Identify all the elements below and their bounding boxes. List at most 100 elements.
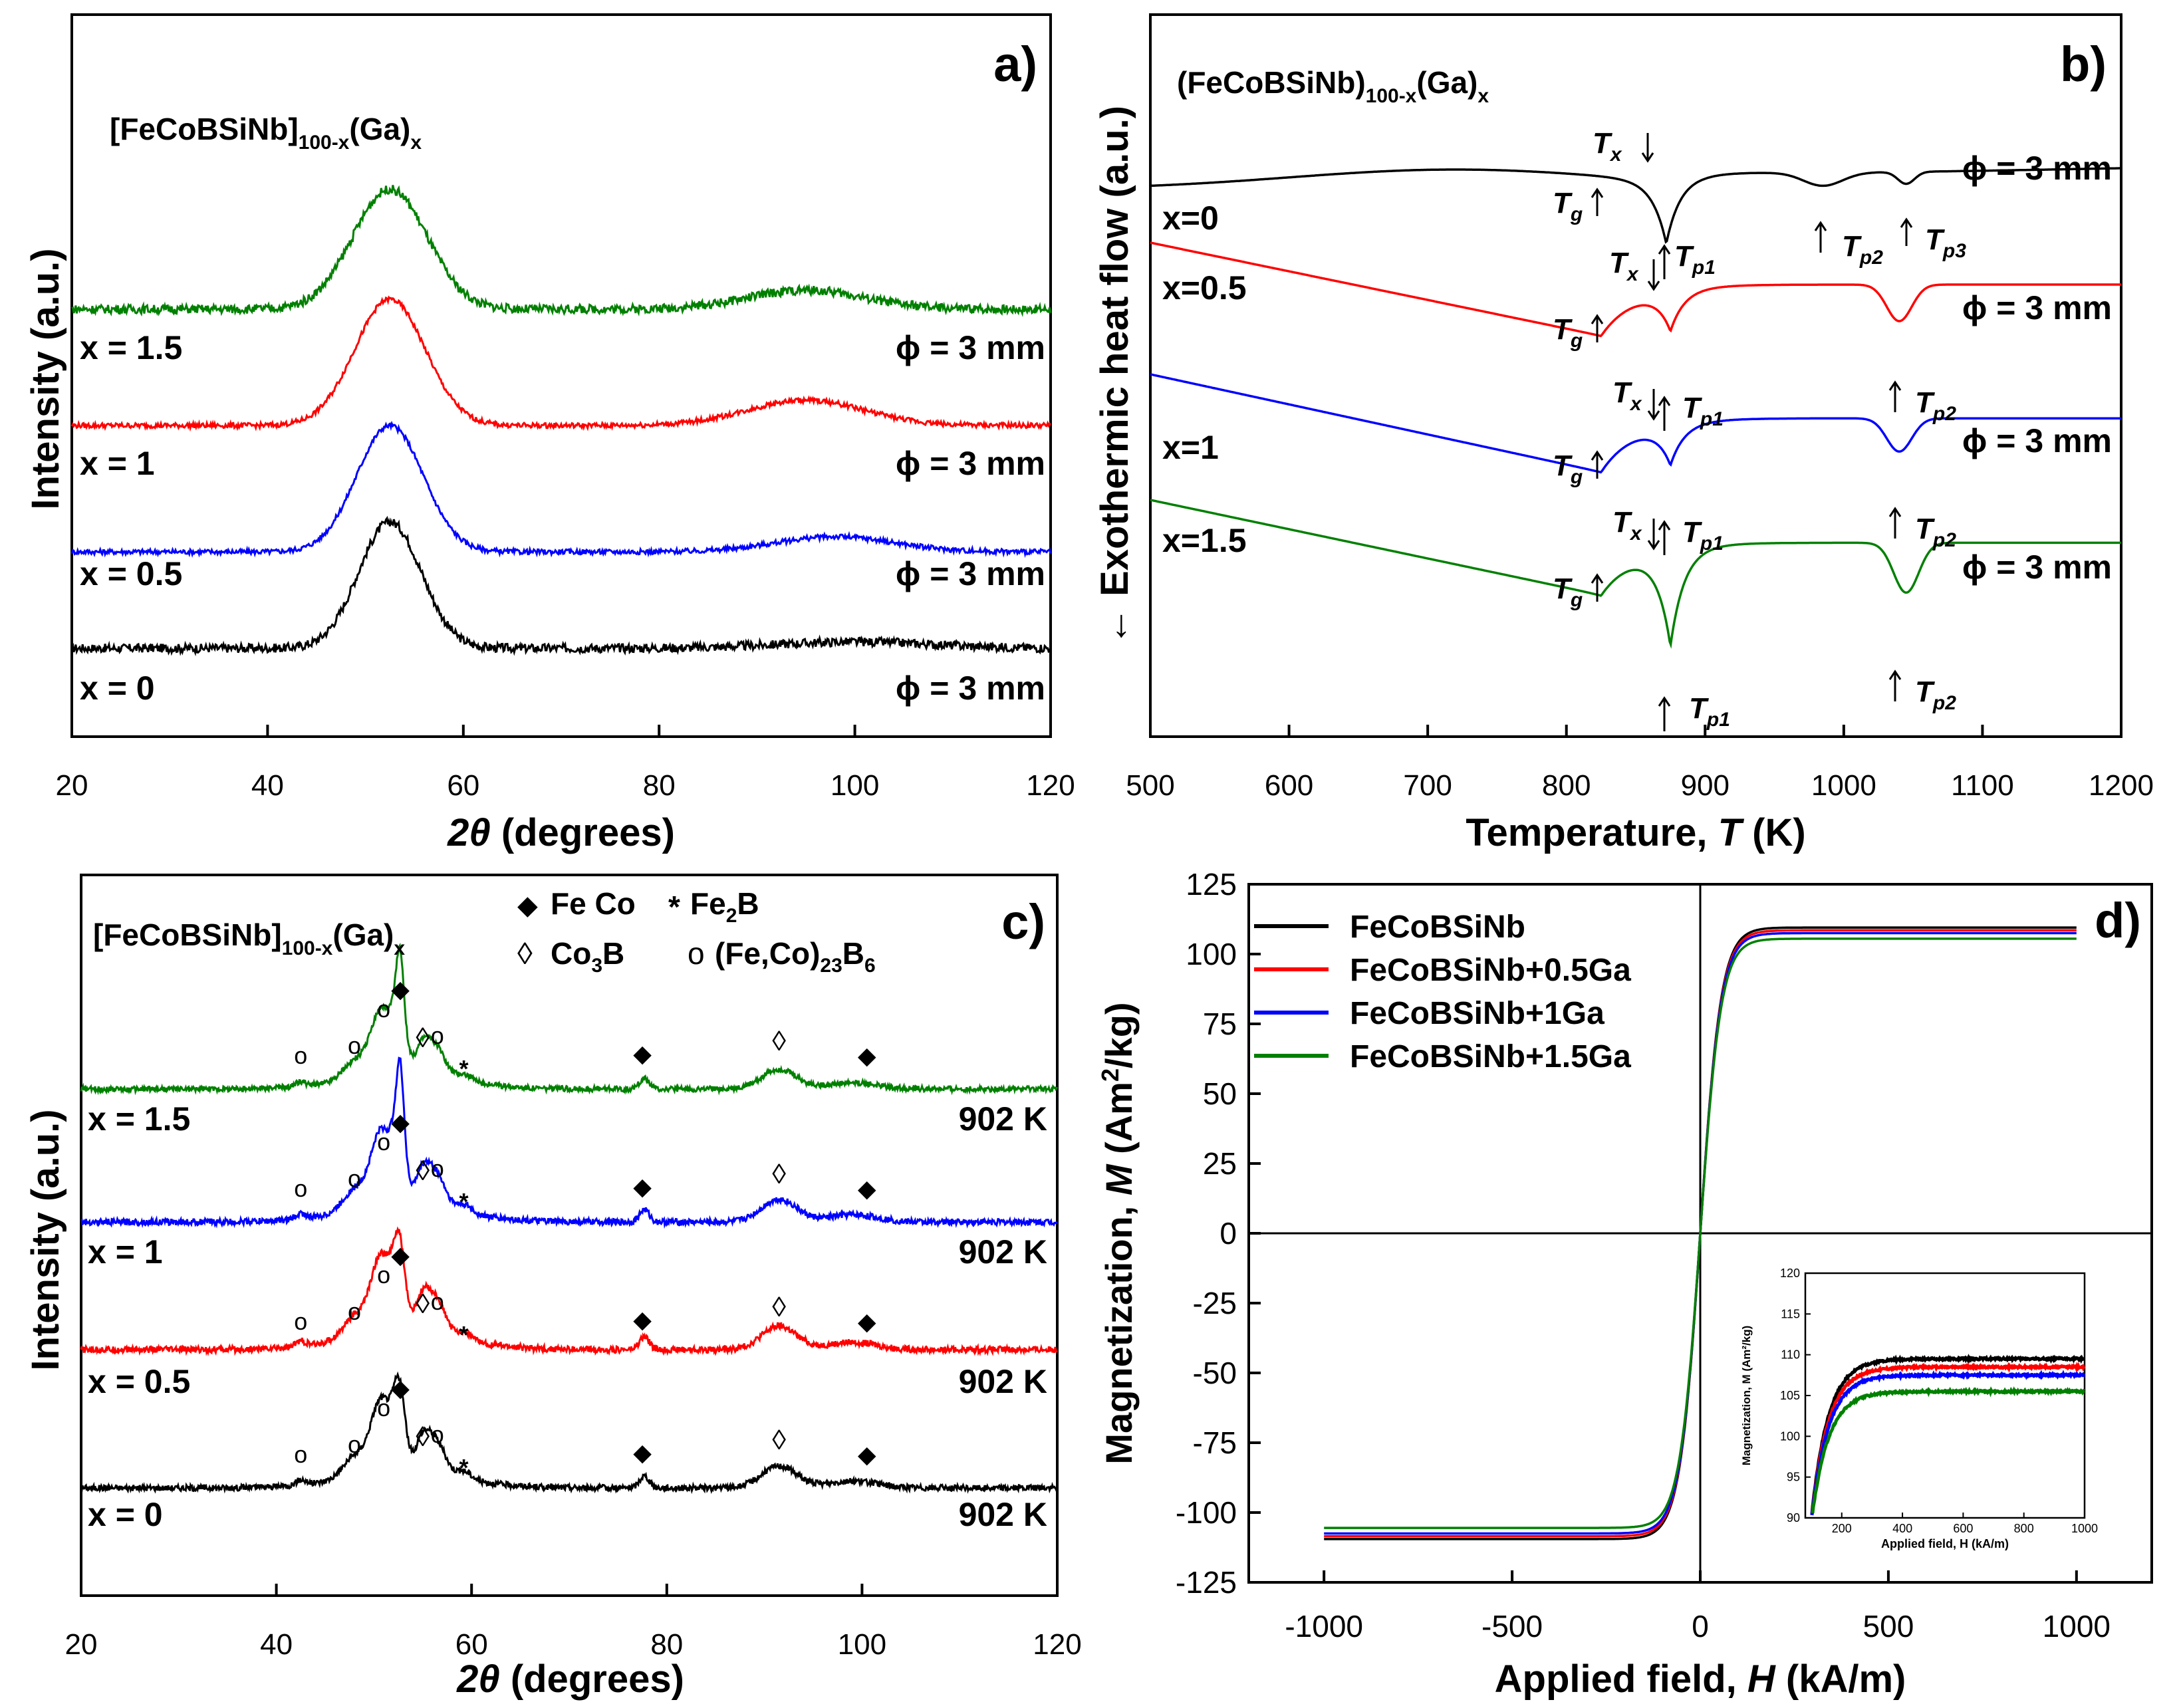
- inset-y-tick-label: 100: [1780, 1429, 1800, 1443]
- phase-marker: ◆: [633, 1306, 652, 1333]
- legend-entry: FeCoBSiNb+1.5Ga: [1350, 1039, 1631, 1074]
- inset-series-line: [1811, 1386, 2085, 1514]
- diameter-label: ϕ = 3 mm: [1962, 150, 2112, 187]
- symbol: T: [1915, 675, 1935, 708]
- legend-circle-icon: o: [688, 936, 705, 971]
- panel-a-label: a): [993, 37, 1037, 92]
- inset-y-tick-label: 115: [1781, 1307, 1800, 1320]
- tx-label: Tx: [1593, 127, 1622, 166]
- phase-marker: ◆: [633, 1040, 652, 1067]
- arrow-head: [1814, 221, 1827, 231]
- phase-marker: ◆: [858, 1042, 876, 1069]
- phase-marker: o: [431, 1022, 444, 1049]
- phase-marker: ◊: [772, 1158, 786, 1189]
- arrow-head: [1888, 507, 1902, 517]
- x-tick-label: 60: [447, 769, 479, 802]
- phase-marker: ◊: [416, 1288, 430, 1319]
- series-label: x=0.5: [1162, 269, 1247, 306]
- x-tick-label: -500: [1481, 1609, 1543, 1644]
- series-line: [70, 420, 1052, 558]
- panel-c-plot-frame: [80, 874, 1059, 1597]
- series-line: [70, 295, 1052, 432]
- phase-marker: o: [348, 1431, 361, 1458]
- inset-y-tick-label: 110: [1781, 1348, 1800, 1362]
- symbol: T: [1612, 376, 1632, 409]
- inset-series-line: [1810, 1354, 2085, 1515]
- phase-marker: ◊: [772, 1291, 786, 1322]
- panel-b-label: b): [2060, 37, 2107, 92]
- panel-c-y-axis-label: Intensity (a.u.): [24, 1109, 67, 1370]
- temperature-label: 902 K: [959, 1233, 1047, 1271]
- phase-marker: o: [294, 1042, 307, 1069]
- phase-marker: ◆: [391, 975, 410, 1003]
- subscript: p2: [1859, 247, 1883, 269]
- x-tick-label: 1100: [1951, 769, 2014, 802]
- legend-fe-co-23-b6: (Fe,Co)23B6: [715, 936, 876, 977]
- panel-b-x-ticks: 500 600 700 800 900 1000 1100 1200: [1126, 725, 2154, 802]
- phase-marker: ◆: [391, 1241, 410, 1269]
- phase-marker: ◆: [633, 1173, 652, 1200]
- tp2-label: Tp2: [1915, 386, 1956, 425]
- arrow-head: [1658, 696, 1671, 707]
- diameter-label: ϕ = 3 mm: [896, 329, 1045, 366]
- series-label: x = 1.5: [80, 329, 182, 366]
- x-tick-label: 40: [260, 1628, 293, 1661]
- subscript: p1: [1700, 533, 1724, 554]
- tg-label: Tg: [1553, 313, 1583, 352]
- phase-marker: o: [348, 1165, 361, 1192]
- subscript: p2: [1932, 403, 1956, 425]
- x-tick-label: 1000: [2043, 1609, 2111, 1644]
- series-label: x = 0.5: [88, 1363, 190, 1400]
- inset-y-tick-label: 105: [1780, 1389, 1800, 1402]
- phase-marker: o: [294, 1175, 307, 1202]
- diameter-label: ϕ = 3 mm: [896, 555, 1045, 592]
- inset-y-tick-label: 90: [1787, 1511, 1800, 1525]
- y-tick-label: -100: [1176, 1495, 1237, 1530]
- panel-b-series-labels: x=0 x=0.5 x=1 x=1.5 ϕ = 3 mm ϕ = 3 mm ϕ …: [1162, 150, 2112, 586]
- symbol: T: [1553, 449, 1573, 482]
- phase-marker: ◊: [416, 1022, 430, 1053]
- series-line: [1150, 373, 2121, 474]
- panel-b-dsc-chart: 500 600 700 800 900 1000 1100 1200 b) (FeCoBSiN…: [1093, 13, 2154, 854]
- tp1-label: Tp1: [1674, 240, 1716, 279]
- subscript: g: [1570, 203, 1583, 225]
- y-tick-label: -25: [1193, 1286, 1237, 1320]
- panel-b-temperature-annotations: TgTgTgTgTxTxTxTxTp1Tp1Tp1Tp1Tp2Tp2Tp2Tp2…: [1553, 127, 1966, 731]
- series-label: x=0: [1162, 199, 1219, 237]
- panel-c-series-lines: [80, 942, 1059, 1495]
- panel-d-series-lines: [1324, 926, 2077, 1540]
- x-tick-label: 80: [643, 769, 676, 802]
- phase-marker: ◆: [858, 1175, 876, 1202]
- inset-series-line: [1810, 1362, 2086, 1515]
- tp3-label: Tp3: [1925, 223, 1966, 262]
- phase-marker: o: [348, 1298, 361, 1325]
- subscript: p1: [1692, 257, 1716, 279]
- tp1-label: Tp1: [1682, 516, 1724, 554]
- inset-y-axis-label: Magnetization, M (Am²/kg): [1740, 1326, 1753, 1466]
- y-tick-label: 75: [1203, 1007, 1237, 1041]
- tp1-label: Tp1: [1689, 692, 1730, 731]
- symbol: T: [1842, 230, 1862, 263]
- y-tick-label: 125: [1186, 867, 1237, 902]
- x-tick-label: 100: [831, 769, 879, 802]
- series-label: x = 1: [80, 445, 155, 482]
- arrow-head: [1591, 187, 1604, 198]
- diameter-label: ϕ = 3 mm: [1962, 549, 2112, 586]
- arrow-head: [1641, 152, 1654, 163]
- phase-marker: o: [431, 1155, 444, 1182]
- subscript: p2: [1932, 529, 1956, 551]
- arrow-head: [1647, 540, 1660, 550]
- phase-marker: ◊: [416, 1421, 430, 1452]
- series-label: x = 0: [80, 670, 155, 707]
- phase-marker: ◆: [633, 1439, 652, 1466]
- inset-series-lines: [1810, 1354, 2086, 1516]
- series-line: [80, 942, 1059, 1096]
- series-line: [80, 1226, 1059, 1356]
- panel-a-y-axis-label: Intensity (a.u.): [24, 248, 67, 509]
- arrow-head: [1900, 217, 1913, 228]
- diameter-label: ϕ = 3 mm: [1962, 289, 2112, 326]
- x-tick-label: 20: [56, 769, 88, 802]
- symbol: T: [1609, 247, 1629, 279]
- panel-d-label: d): [2095, 893, 2141, 948]
